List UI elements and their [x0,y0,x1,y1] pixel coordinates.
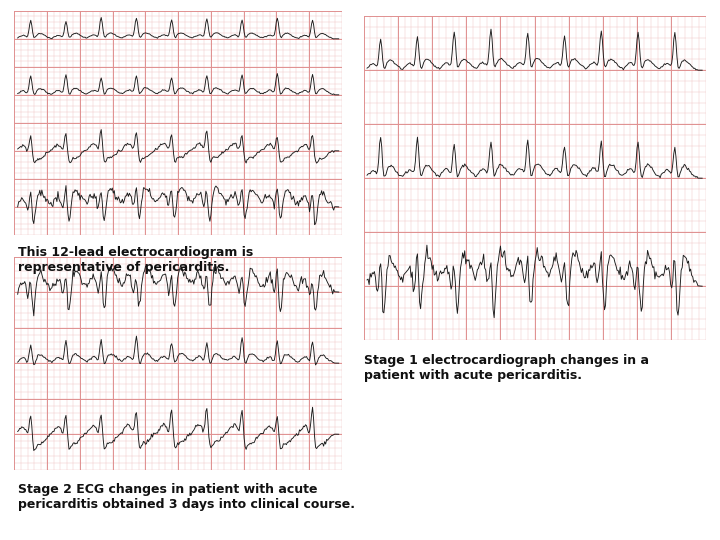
Text: Stage 1 electrocardiograph changes in a
patient with acute pericarditis.: Stage 1 electrocardiograph changes in a … [364,354,649,382]
Text: This 12-lead electrocardiogram is
representative of pericarditis.: This 12-lead electrocardiogram is repres… [18,246,253,274]
Text: Stage 2 ECG changes in patient with acute
pericarditis obtained 3 days into clin: Stage 2 ECG changes in patient with acut… [18,483,355,511]
